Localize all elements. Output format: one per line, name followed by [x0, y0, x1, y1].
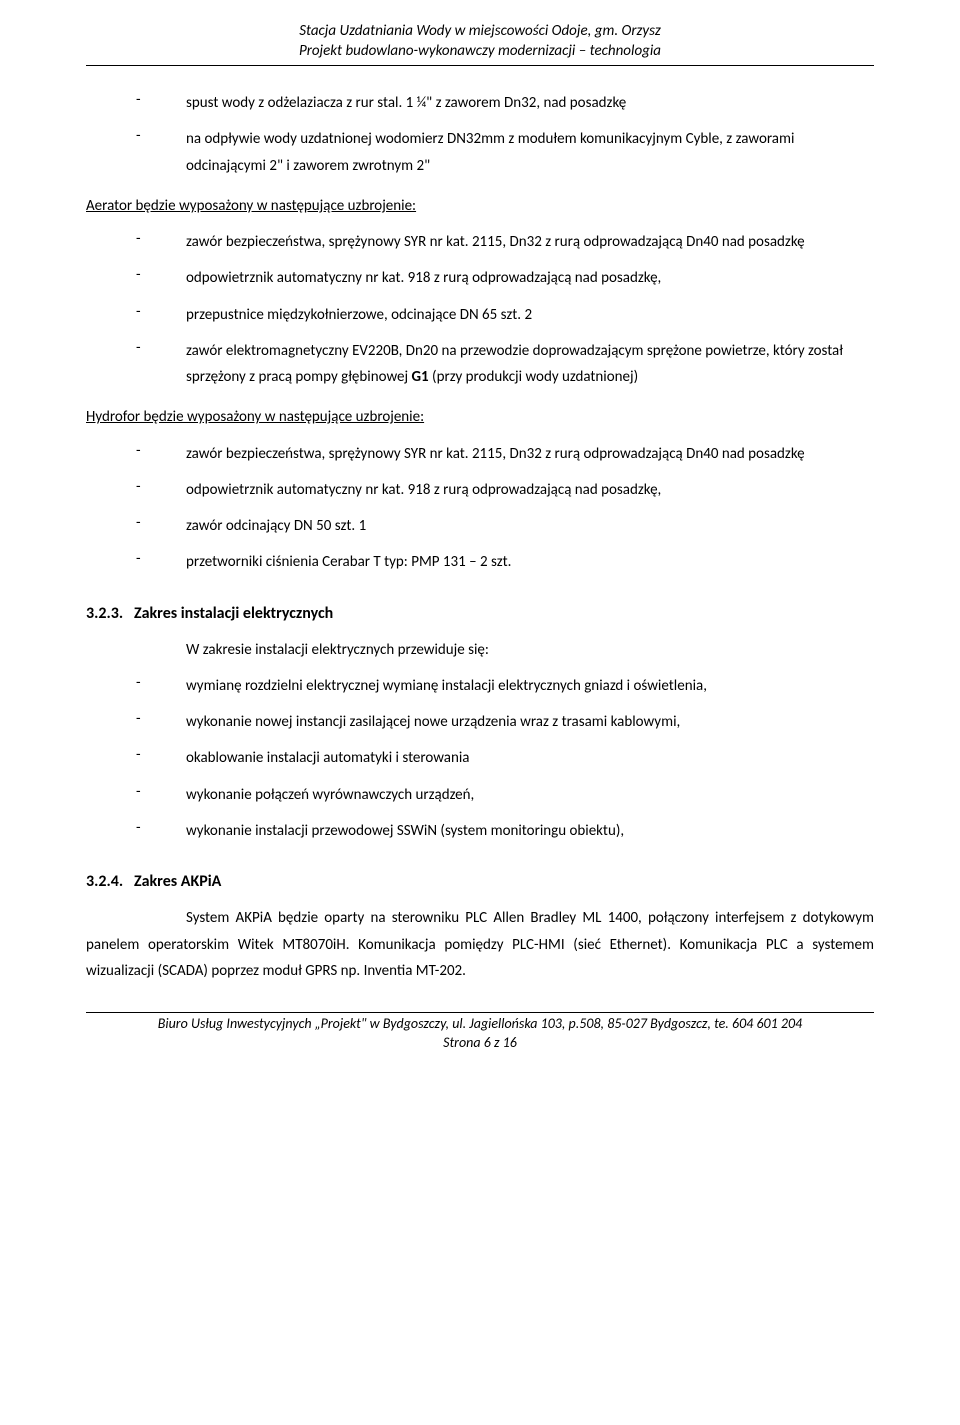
section-title: Zakres AKPiA: [134, 872, 221, 891]
bullet-text: spust wody z odżelaziacza z rur stal. 1 …: [186, 90, 874, 116]
list-item: - spust wody z odżelaziacza z rur stal. …: [86, 90, 874, 116]
bullet-dash: -: [136, 302, 186, 328]
bullet-text: okablowanie instalacji automatyki i ster…: [186, 745, 874, 771]
footer-line-1: Biuro Usług Inwestycyjnych „Projekt" w B…: [86, 1015, 874, 1034]
list-item: - wykonanie instalacji przewodowej SSWiN…: [86, 818, 874, 844]
bullet-dash: -: [136, 709, 186, 735]
bullet-dash: -: [136, 126, 186, 179]
list-item: - okablowanie instalacji automatyki i st…: [86, 745, 874, 771]
bullet-text: na odpływie wody uzdatnionej wodomierz D…: [186, 126, 874, 179]
header-line-2: Projekt budowlano-wykonawczy modernizacj…: [86, 42, 874, 62]
section-number: 3.2.3.: [86, 604, 123, 623]
bullet-text: zawór bezpieczeństwa, sprężynowy SYR nr …: [186, 441, 874, 467]
footer-line-2: Strona 6 z 16: [86, 1034, 874, 1053]
bullet-text: zawór bezpieczeństwa, sprężynowy SYR nr …: [186, 229, 874, 255]
document-header: Stacja Uzdatniania Wody w miejscowości O…: [86, 22, 874, 61]
bullet-bold: G1: [411, 368, 428, 386]
document-footer: Biuro Usług Inwestycyjnych „Projekt" w B…: [86, 1015, 874, 1053]
header-line-1: Stacja Uzdatniania Wody w miejscowości O…: [86, 22, 874, 42]
list-item: - wykonanie nowej instancji zasilającej …: [86, 709, 874, 735]
list-item: - wykonanie połączeń wyrównawczych urząd…: [86, 782, 874, 808]
bullet-tail: (przy produkcji wody uzdatnionej): [429, 368, 639, 386]
bullet-text: przetworniki ciśnienia Cerabar T typ: PM…: [186, 549, 874, 575]
section-3-2-4-heading: 3.2.4. Zakres AKPiA: [86, 870, 874, 893]
bullet-text: wykonanie instalacji przewodowej SSWiN (…: [186, 818, 874, 844]
bullet-text: zawór odcinający DN 50 szt. 1: [186, 513, 874, 539]
footer-divider: [86, 1012, 874, 1013]
list-item: - zawór elektromagnetyczny EV220B, Dn20 …: [86, 338, 874, 391]
bullet-text: przepustnice międzykołnierzowe, odcinają…: [186, 302, 874, 328]
list-item: - odpowietrznik automatyczny nr kat. 918…: [86, 477, 874, 503]
bullet-dash: -: [136, 782, 186, 808]
section-title: Zakres instalacji elektrycznych: [134, 604, 333, 623]
bullet-dash: -: [136, 90, 186, 116]
bullet-text: wykonanie nowej instancji zasilającej no…: [186, 709, 874, 735]
bullet-text: wymianę rozdzielni elektrycznej wymianę …: [186, 673, 874, 699]
hydrofor-intro: Hydrofor będzie wyposażony w następujące…: [86, 404, 874, 430]
list-item: - na odpływie wody uzdatnionej wodomierz…: [86, 126, 874, 179]
header-divider: [86, 65, 874, 66]
list-item: - odpowietrznik automatyczny nr kat. 918…: [86, 265, 874, 291]
section-number: 3.2.4.: [86, 872, 123, 891]
bullet-dash: -: [136, 549, 186, 575]
bullet-dash: -: [136, 477, 186, 503]
list-item: - przepustnice międzykołnierzowe, odcina…: [86, 302, 874, 328]
list-item: - przetworniki ciśnienia Cerabar T typ: …: [86, 549, 874, 575]
bullet-dash: -: [136, 265, 186, 291]
list-item: - zawór bezpieczeństwa, sprężynowy SYR n…: [86, 229, 874, 255]
aerator-intro: Aerator będzie wyposażony w następujące …: [86, 193, 874, 219]
bullet-dash: -: [136, 673, 186, 699]
bullet-text: wykonanie połączeń wyrównawczych urządze…: [186, 782, 874, 808]
list-item: - zawór bezpieczeństwa, sprężynowy SYR n…: [86, 441, 874, 467]
bullet-dash: -: [136, 441, 186, 467]
list-item: - zawór odcinający DN 50 szt. 1: [86, 513, 874, 539]
list-item: - wymianę rozdzielni elektrycznej wymian…: [86, 673, 874, 699]
section-body: System AKPiA będzie oparty na sterowniku…: [86, 905, 874, 984]
bullet-dash: -: [136, 513, 186, 539]
bullet-dash: -: [136, 818, 186, 844]
bullet-text: zawór elektromagnetyczny EV220B, Dn20 na…: [186, 338, 874, 391]
bullet-dash: -: [136, 745, 186, 771]
bullet-dash: -: [136, 338, 186, 391]
section-3-2-3-heading: 3.2.3. Zakres instalacji elektrycznych: [86, 602, 874, 625]
bullet-text: odpowietrznik automatyczny nr kat. 918 z…: [186, 265, 874, 291]
bullet-text: odpowietrznik automatyczny nr kat. 918 z…: [186, 477, 874, 503]
bullet-dash: -: [136, 229, 186, 255]
section-intro: W zakresie instalacji elektrycznych prze…: [86, 637, 874, 663]
